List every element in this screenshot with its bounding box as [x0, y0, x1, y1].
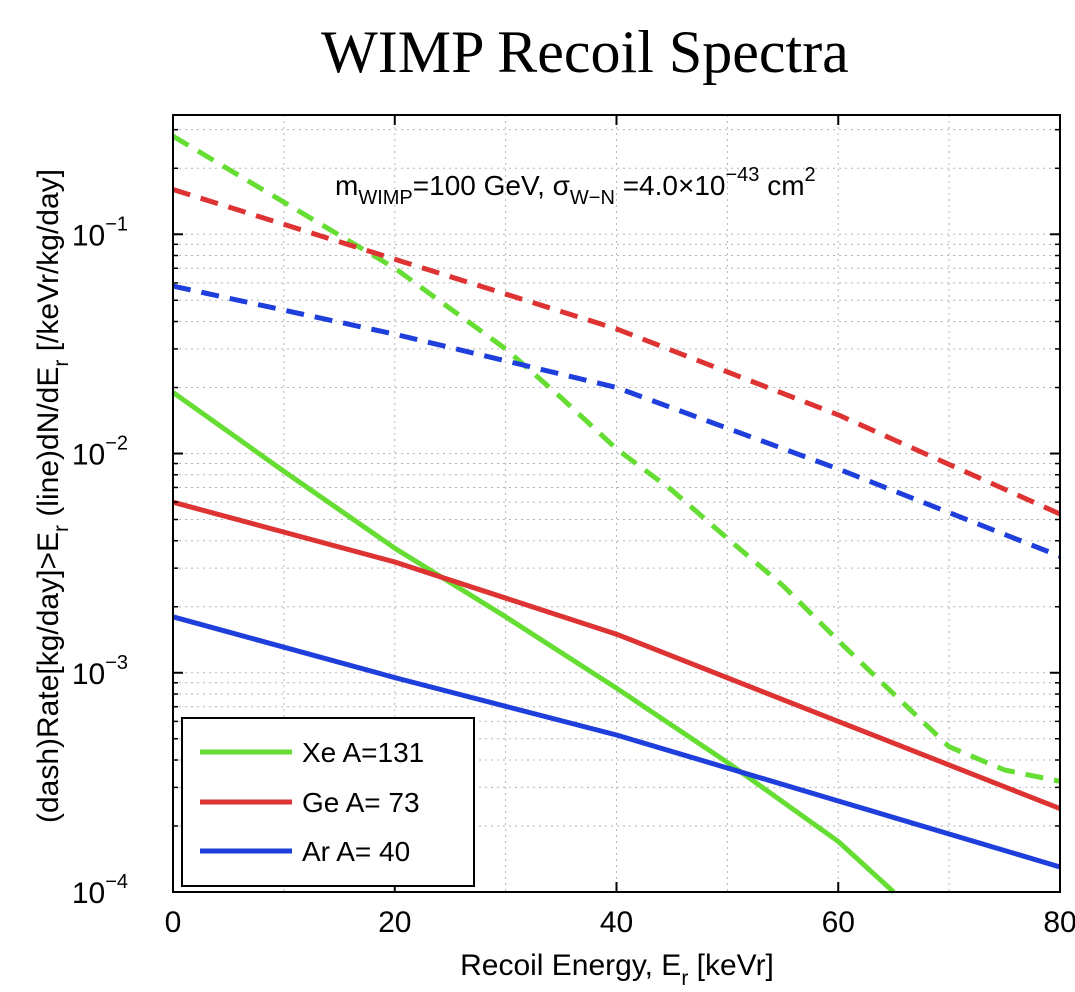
legend: Xe A=131 Ge A= 73 Ar A= 40	[181, 717, 475, 887]
grid	[173, 115, 1060, 892]
x-tick-label: 60	[822, 906, 855, 939]
tick-layer: 0 20 40 60 80 10−1 10−2 10−3 10−4	[72, 115, 1075, 939]
annotation: mWIMP=100 GeV, σW−N =4.0×10−43 cm2	[335, 164, 816, 209]
series-line-3-dashed	[171, 134, 1061, 784]
x-axis-label: Recoil Energy, Er [keVr]	[460, 949, 774, 990]
legend-label-xe: Xe A=131	[302, 737, 424, 768]
y-axis-label: (dash)Rate[kg/day]>Er (line)dN/dEr [/keV…	[32, 169, 73, 823]
x-tick-label: 80	[1043, 906, 1075, 939]
y-tick-label: 10−4	[72, 871, 128, 910]
legend-label-ar: Ar A= 40	[302, 836, 410, 867]
x-tick-label: 0	[165, 906, 182, 939]
series-line-2-solid	[172, 614, 1061, 870]
series-line-4-dashed	[172, 187, 1062, 517]
legend-label-ge: Ge A= 73	[302, 787, 420, 818]
chart-title: WIMP Recoil Spectra	[321, 19, 849, 85]
y-tick-label: 10−2	[72, 433, 128, 472]
series-line-1-solid	[172, 499, 1061, 811]
x-tick-label: 40	[600, 906, 633, 939]
series-layer	[171, 134, 1062, 894]
x-tick-label: 20	[378, 906, 411, 939]
series-line-0-solid	[171, 390, 896, 894]
y-tick-label: 10−3	[72, 652, 128, 691]
y-tick-label: 10−1	[72, 213, 128, 252]
series-line-5-dashed	[172, 283, 1061, 559]
